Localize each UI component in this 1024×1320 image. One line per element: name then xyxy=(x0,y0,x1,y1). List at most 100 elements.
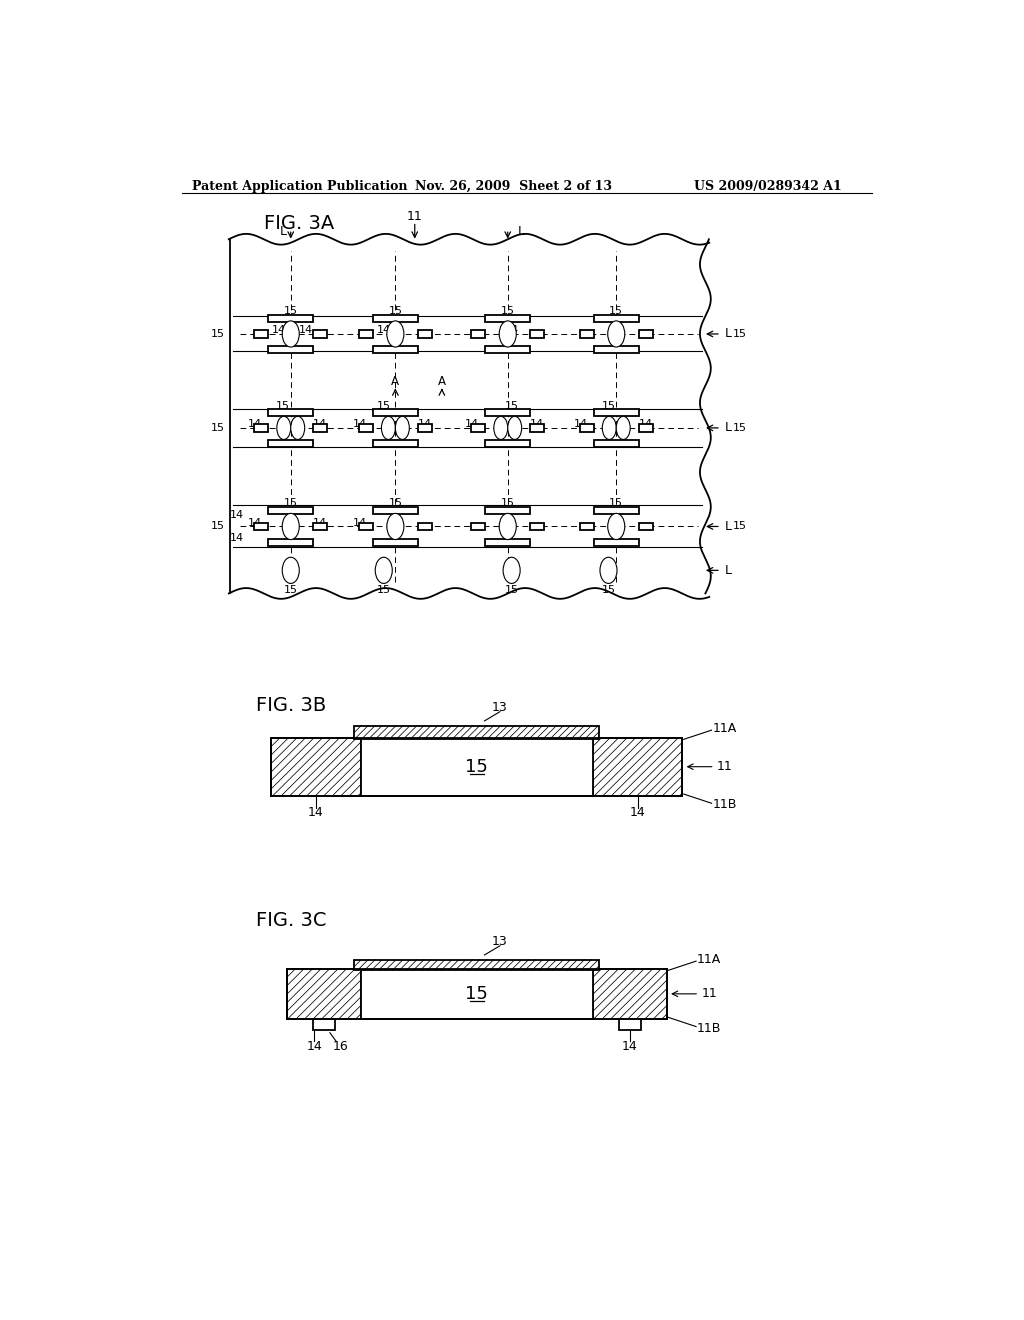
Text: 14: 14 xyxy=(248,418,262,429)
Ellipse shape xyxy=(387,321,403,347)
Text: 15: 15 xyxy=(733,422,748,433)
Bar xyxy=(594,346,639,354)
Bar xyxy=(530,424,544,432)
Bar xyxy=(530,523,544,531)
Text: 11A: 11A xyxy=(713,722,737,735)
Bar xyxy=(485,314,530,322)
Bar xyxy=(580,424,594,432)
Bar xyxy=(268,409,313,416)
Ellipse shape xyxy=(276,416,291,440)
Text: 15: 15 xyxy=(211,329,225,339)
Text: 15: 15 xyxy=(601,401,615,412)
Ellipse shape xyxy=(283,321,299,347)
Text: 15: 15 xyxy=(388,306,402,315)
Ellipse shape xyxy=(508,416,521,440)
Bar xyxy=(268,539,313,545)
Text: L: L xyxy=(724,564,731,577)
Bar xyxy=(639,330,652,338)
Bar xyxy=(485,441,530,447)
Bar xyxy=(580,523,594,531)
Bar xyxy=(287,969,360,1019)
Bar xyxy=(639,523,652,531)
Bar xyxy=(359,424,373,432)
Bar xyxy=(373,507,418,515)
Bar xyxy=(360,969,593,1019)
Text: 14: 14 xyxy=(418,418,432,429)
Bar xyxy=(268,507,313,515)
Bar xyxy=(271,738,360,796)
Text: 15: 15 xyxy=(465,985,488,1003)
Text: FIG. 3A: FIG. 3A xyxy=(263,214,334,234)
Bar xyxy=(268,346,313,354)
Bar xyxy=(580,330,594,338)
Text: 14: 14 xyxy=(229,533,244,543)
Text: 14: 14 xyxy=(639,418,652,429)
Text: A: A xyxy=(438,375,445,388)
Text: 15: 15 xyxy=(733,521,748,532)
Ellipse shape xyxy=(283,513,299,540)
Text: 14: 14 xyxy=(377,325,391,335)
Bar xyxy=(418,424,432,432)
Text: 14: 14 xyxy=(573,418,588,429)
Ellipse shape xyxy=(494,416,508,440)
Text: L: L xyxy=(724,327,731,341)
Bar xyxy=(254,330,268,338)
Ellipse shape xyxy=(375,557,392,583)
Text: 14: 14 xyxy=(299,325,313,335)
Bar xyxy=(418,523,432,531)
Text: 15: 15 xyxy=(501,306,515,315)
Bar xyxy=(594,409,639,416)
Text: 15: 15 xyxy=(377,585,391,594)
Text: US 2009/0289342 A1: US 2009/0289342 A1 xyxy=(693,180,842,193)
Text: L: L xyxy=(280,224,287,238)
Ellipse shape xyxy=(602,416,616,440)
Text: 15: 15 xyxy=(609,499,624,508)
Bar xyxy=(313,523,328,531)
Text: 14: 14 xyxy=(505,325,519,335)
Ellipse shape xyxy=(395,416,410,440)
Bar xyxy=(373,409,418,416)
Text: 14: 14 xyxy=(465,418,479,429)
Ellipse shape xyxy=(283,557,299,583)
Text: 16: 16 xyxy=(333,1040,348,1053)
Text: L: L xyxy=(724,520,731,533)
Text: 14: 14 xyxy=(530,418,545,429)
Ellipse shape xyxy=(500,321,516,347)
Text: Nov. 26, 2009  Sheet 2 of 13: Nov. 26, 2009 Sheet 2 of 13 xyxy=(415,180,611,193)
Bar xyxy=(373,346,418,354)
Bar xyxy=(594,441,639,447)
Ellipse shape xyxy=(500,513,516,540)
Text: 15: 15 xyxy=(501,499,515,508)
Bar xyxy=(639,424,652,432)
Text: A: A xyxy=(391,375,399,388)
Text: 14: 14 xyxy=(352,517,367,528)
Text: 14: 14 xyxy=(313,517,328,528)
Bar xyxy=(254,424,268,432)
Bar xyxy=(373,539,418,545)
Bar xyxy=(594,507,639,515)
Text: 11: 11 xyxy=(407,210,423,223)
Bar xyxy=(313,1019,335,1030)
Bar xyxy=(268,441,313,447)
Text: 14: 14 xyxy=(352,418,367,429)
Bar xyxy=(268,314,313,322)
Bar xyxy=(485,346,530,354)
Bar xyxy=(618,1019,641,1030)
Text: 15: 15 xyxy=(505,401,518,412)
Bar xyxy=(485,507,530,515)
Bar xyxy=(594,539,639,545)
Ellipse shape xyxy=(291,416,305,440)
Ellipse shape xyxy=(607,513,625,540)
Text: 15: 15 xyxy=(284,585,298,594)
Bar xyxy=(593,738,682,796)
Text: 15: 15 xyxy=(465,758,488,776)
Text: 13: 13 xyxy=(493,701,508,714)
Bar xyxy=(359,330,373,338)
Text: 13: 13 xyxy=(493,935,508,948)
Bar xyxy=(360,738,593,796)
Bar xyxy=(593,969,667,1019)
Text: 15: 15 xyxy=(388,499,402,508)
Bar xyxy=(485,539,530,545)
Text: 14: 14 xyxy=(248,517,262,528)
Text: 14: 14 xyxy=(308,807,324,818)
